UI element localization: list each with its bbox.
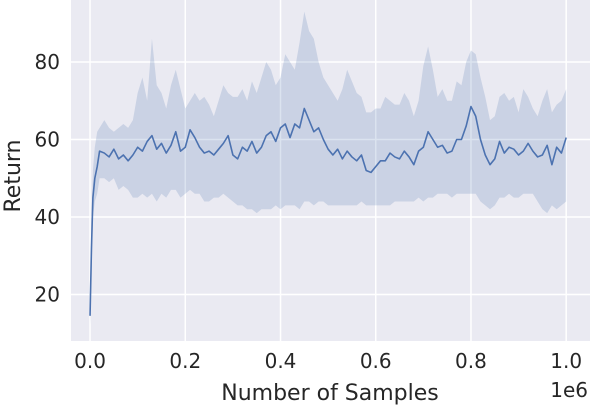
x-tick-label: 0.2 bbox=[169, 349, 201, 373]
y-tick-label: 60 bbox=[35, 128, 60, 152]
x-tick-labels: 0.0 0.2 0.4 0.6 0.8 1.0 bbox=[74, 349, 582, 373]
confidence-band bbox=[90, 11, 567, 326]
y-tick-label: 20 bbox=[35, 283, 60, 307]
x-tick-label: 1.0 bbox=[550, 349, 582, 373]
y-axis-label: Return bbox=[1, 139, 26, 212]
y-gridlines bbox=[71, 61, 590, 296]
x-tick-label: 0.4 bbox=[265, 349, 297, 373]
x-offset-label: 1e6 bbox=[550, 378, 588, 402]
y-tick-label: 40 bbox=[35, 205, 60, 229]
y-tick-label: 80 bbox=[35, 50, 60, 74]
x-tick-label: 0.0 bbox=[74, 349, 106, 373]
y-tick-labels: 20 40 60 80 bbox=[35, 50, 60, 307]
plot-background bbox=[71, 0, 590, 341]
x-tick-label: 0.6 bbox=[360, 349, 392, 373]
x-gridlines bbox=[89, 0, 567, 341]
x-axis-label: Number of Samples bbox=[221, 381, 439, 406]
mean-return-line bbox=[89, 105, 567, 316]
x-tick-label: 0.8 bbox=[455, 349, 487, 373]
